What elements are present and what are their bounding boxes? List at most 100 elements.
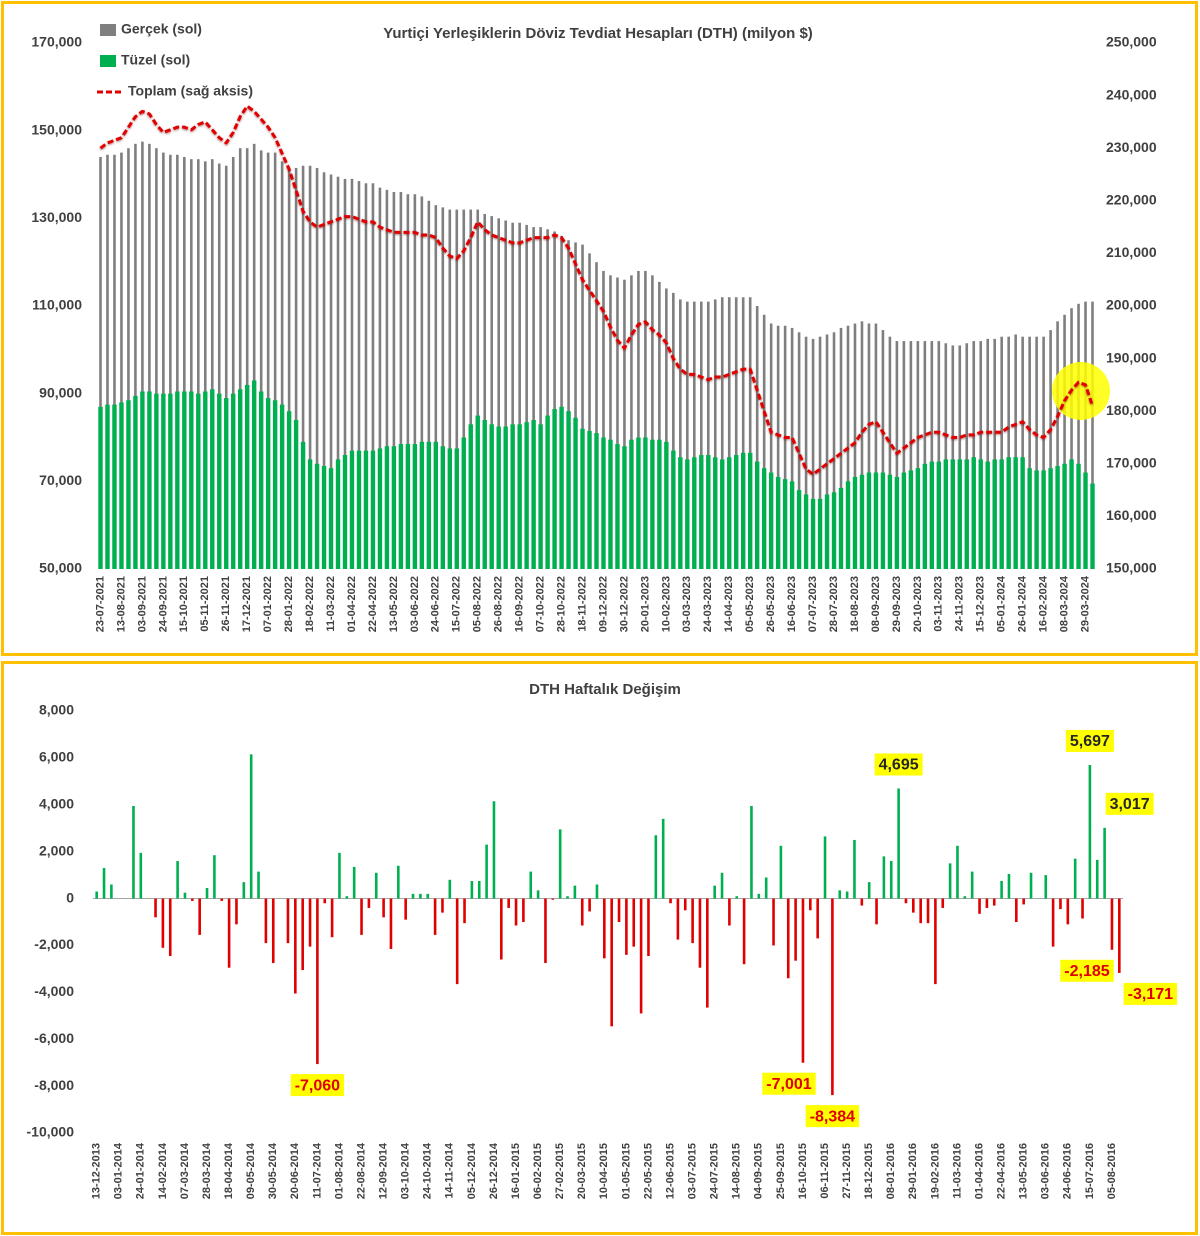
bar xyxy=(972,341,976,569)
bar-layer xyxy=(93,754,1123,1096)
text-layer: Yurtiçi Yerleşiklerin Döviz Tevdiat Hesa… xyxy=(31,21,1156,633)
x-tick-label: 14-02-2014 xyxy=(157,1142,169,1199)
x-tick-label: 27-11-2015 xyxy=(841,1143,853,1199)
bar xyxy=(492,801,496,899)
x-tick-label: 01-05-2015 xyxy=(620,1143,632,1199)
bar xyxy=(517,424,522,569)
bar xyxy=(469,209,473,570)
x-tick-label: 03-10-2014 xyxy=(400,1142,412,1199)
bar xyxy=(399,192,403,570)
bar xyxy=(566,896,569,899)
bar xyxy=(134,143,137,570)
bar xyxy=(887,474,893,569)
bar xyxy=(698,898,702,968)
bar xyxy=(441,207,445,569)
bar xyxy=(1070,308,1073,569)
chart-title: Yurtiçi Yerleşiklerin Döviz Tevdiat Hesa… xyxy=(383,25,813,42)
value-label: -7,060 xyxy=(295,1077,340,1094)
bar xyxy=(161,898,165,948)
y-tick-label: -4,000 xyxy=(34,983,74,999)
x-tick-label: 03-07-2015 xyxy=(687,1143,699,1199)
bar xyxy=(1066,898,1070,925)
bar xyxy=(220,898,224,901)
bar xyxy=(1027,468,1032,569)
x-tick-label: 22-08-2014 xyxy=(355,1142,367,1199)
bar xyxy=(105,404,110,569)
value-label-box xyxy=(290,1074,345,1097)
bar xyxy=(801,898,805,1063)
bar xyxy=(963,896,967,899)
bar xyxy=(965,343,969,569)
bar xyxy=(500,898,503,960)
bar xyxy=(929,461,935,569)
bar xyxy=(595,884,599,899)
bar xyxy=(957,459,962,569)
bar xyxy=(804,336,808,569)
bar xyxy=(882,856,886,899)
bar xyxy=(867,882,871,899)
x-tick-label: 29-09-2023 xyxy=(891,576,903,632)
x-tick-label: 13-12-2013 xyxy=(91,1143,103,1199)
bar xyxy=(622,446,627,569)
x-tick-label: 24-11-2023 xyxy=(954,576,966,632)
bar xyxy=(363,450,369,569)
x-tick-label: 30-05-2014 xyxy=(267,1142,279,1199)
bar xyxy=(580,898,584,926)
bar xyxy=(922,463,928,569)
bar xyxy=(392,192,396,570)
panel-frame xyxy=(1,1,1198,656)
bar xyxy=(796,490,802,569)
bar xyxy=(941,898,945,908)
bar xyxy=(672,292,675,569)
legend-label: Toplam (sağ aksis) xyxy=(128,83,253,99)
bar xyxy=(776,325,780,569)
bar xyxy=(106,154,109,569)
bar xyxy=(1028,336,1031,569)
bar xyxy=(286,411,292,569)
bar xyxy=(852,476,858,569)
bar xyxy=(985,898,989,908)
x-tick-label: 05-11-2021 xyxy=(199,576,211,632)
bar xyxy=(99,156,102,569)
bar xyxy=(169,154,172,569)
x-tick-label: 16-09-2022 xyxy=(514,576,526,632)
bar xyxy=(617,898,621,922)
bar xyxy=(734,297,738,569)
bar xyxy=(978,459,983,569)
bar xyxy=(345,896,349,899)
bar xyxy=(264,898,268,944)
bar xyxy=(772,898,775,946)
y-tick-label: 70,000 xyxy=(39,472,82,488)
bar xyxy=(252,143,256,570)
x-tick-label: 23-07-2021 xyxy=(94,576,106,632)
y-tick-label: 90,000 xyxy=(39,384,82,400)
bar xyxy=(860,321,864,569)
bar xyxy=(301,898,304,971)
bar xyxy=(951,345,955,569)
x-tick-label: 22-04-2022 xyxy=(367,576,379,632)
bar xyxy=(518,222,521,569)
x-tick-label: 15-10-2021 xyxy=(178,576,190,632)
bar xyxy=(477,880,481,899)
value-label-box xyxy=(874,753,923,776)
bar xyxy=(992,459,997,569)
x-tick-label: 24-07-2015 xyxy=(709,1143,721,1199)
bar xyxy=(1110,898,1114,950)
bar xyxy=(427,200,431,570)
y-tick-label: 110,000 xyxy=(32,297,82,313)
bar xyxy=(141,141,144,569)
bar xyxy=(970,871,974,899)
bar xyxy=(665,288,668,569)
bar xyxy=(127,148,130,569)
x-tick-label: 28-01-2022 xyxy=(283,576,295,632)
bar xyxy=(573,885,577,899)
bar xyxy=(594,433,599,569)
y-tick-label: -10,000 xyxy=(27,1124,75,1140)
bar xyxy=(636,437,641,569)
bar xyxy=(273,152,277,570)
x-tick-label: 10-04-2015 xyxy=(598,1143,610,1199)
bar xyxy=(378,187,382,569)
bar xyxy=(866,472,872,569)
bar xyxy=(650,439,655,569)
bar xyxy=(775,476,781,569)
